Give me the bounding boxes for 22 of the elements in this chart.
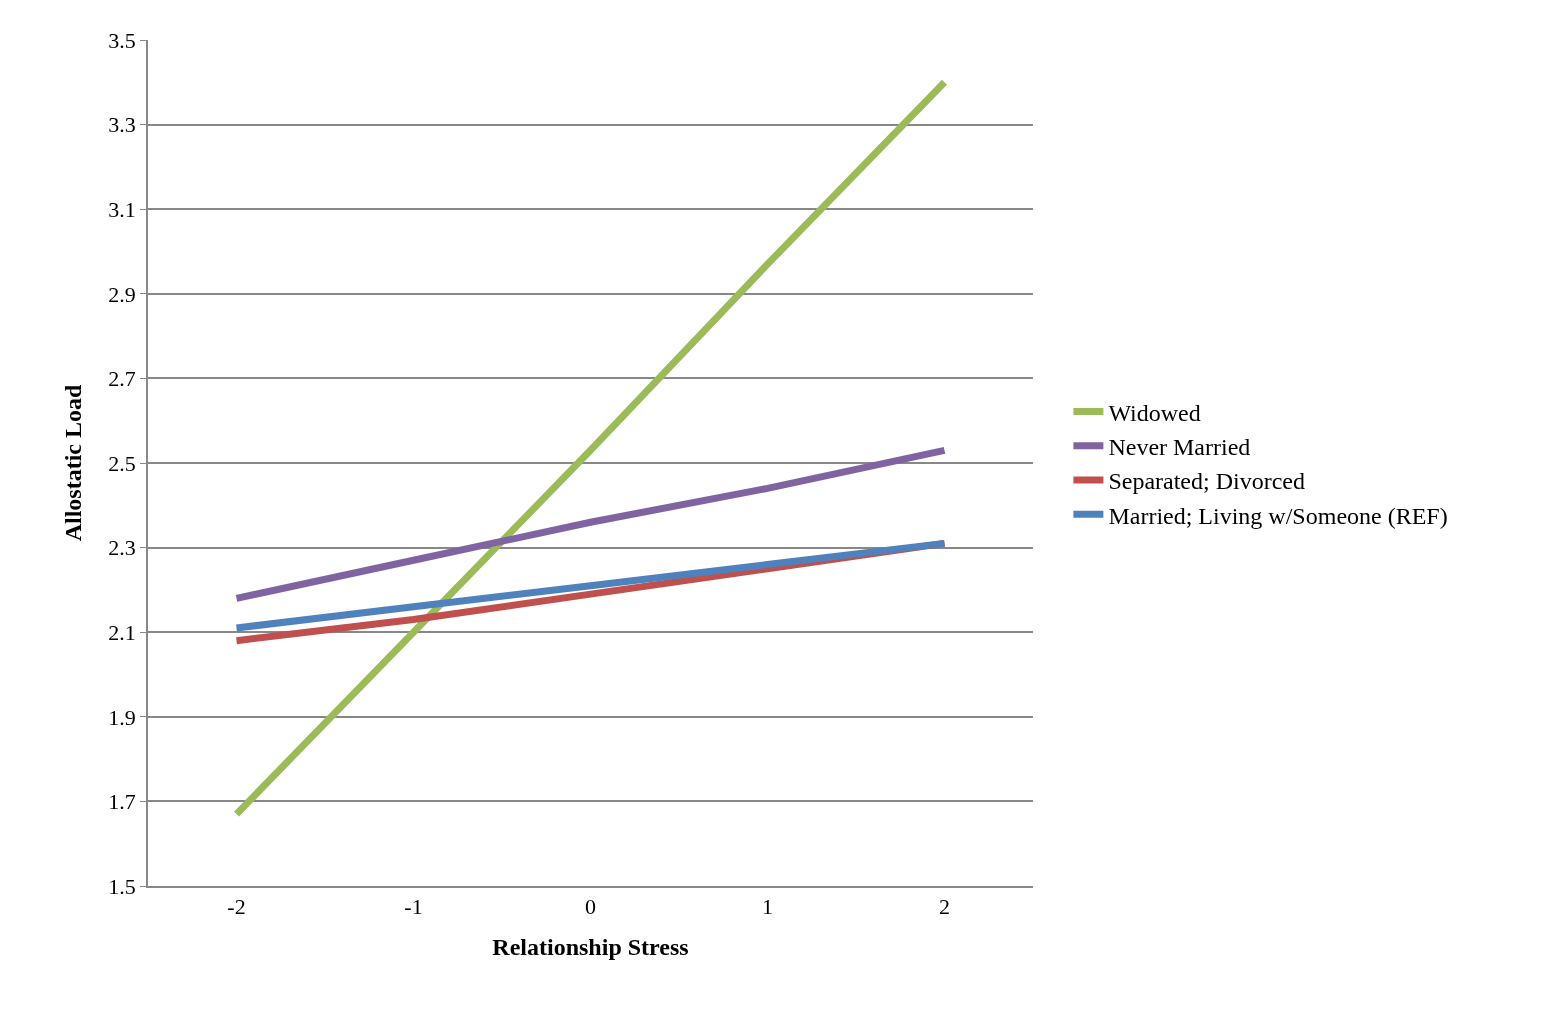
x-tick-label: 0 (585, 894, 596, 920)
y-tick-label: 1.7 (108, 789, 136, 815)
y-tick-label: 2.5 (108, 450, 136, 476)
y-tick-label: 3.1 (108, 196, 136, 222)
x-tick-label: -1 (404, 894, 423, 920)
y-tick-label: 2.7 (108, 366, 136, 392)
y-tick-label: 1.5 (108, 873, 136, 899)
x-axis-title: Relationship Stress (492, 933, 689, 960)
y-tick-label: 2.1 (108, 619, 136, 645)
legend-label: Never Married (1108, 434, 1251, 461)
x-tick-label: 2 (939, 894, 950, 920)
y-tick-label: 3.3 (108, 112, 136, 138)
y-tick-label: 2.3 (108, 535, 136, 561)
y-tick-label: 2.9 (108, 281, 136, 307)
y-tick-label: 1.9 (108, 704, 136, 730)
legend-label: Widowed (1108, 399, 1201, 426)
y-axis-title: Allostatic Load (59, 384, 86, 542)
y-tick-label: 3.5 (108, 27, 136, 53)
legend-label: Married; Living w/Someone (REF) (1108, 502, 1448, 529)
legend-label: Separated; Divorced (1108, 468, 1305, 495)
x-tick-label: -2 (227, 894, 246, 920)
x-tick-label: 1 (762, 894, 773, 920)
